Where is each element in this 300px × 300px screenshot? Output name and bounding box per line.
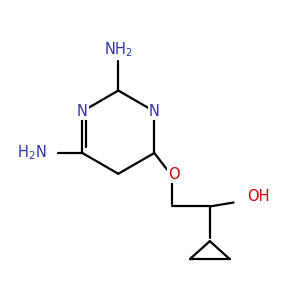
Text: O: O [168,167,180,182]
Text: NH$_2$: NH$_2$ [104,40,133,59]
Text: H$_2$N: H$_2$N [17,144,46,162]
Text: N: N [149,104,160,119]
Text: N: N [77,104,88,119]
Text: OH: OH [248,189,270,204]
